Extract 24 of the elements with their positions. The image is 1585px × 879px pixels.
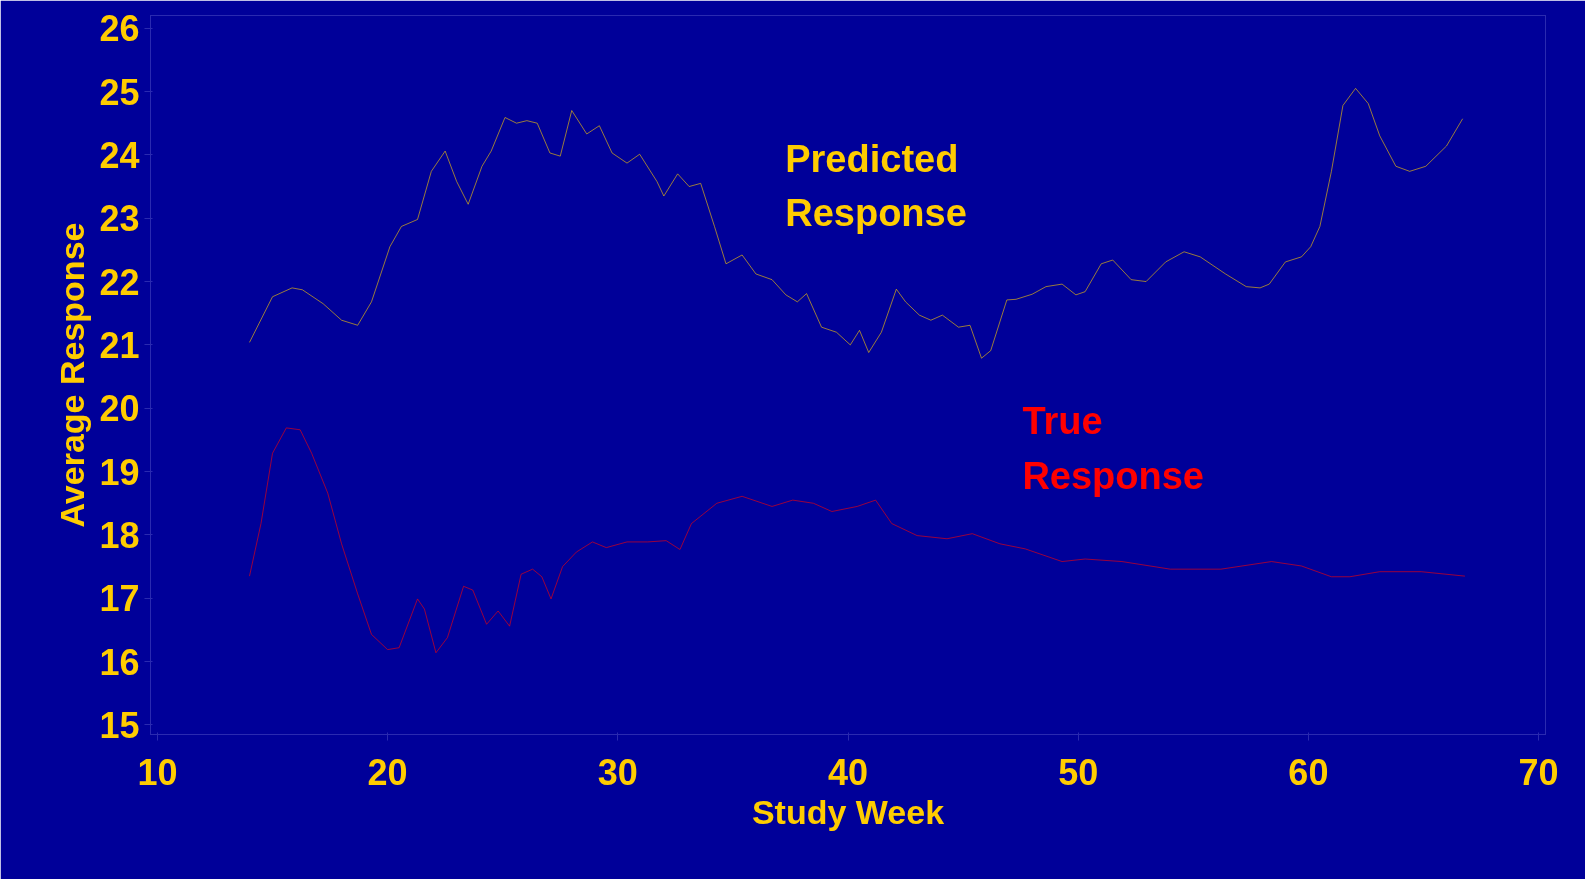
y-tick-label: 21 (99, 324, 140, 366)
series-label: Predicted Response (785, 137, 967, 235)
y-tick-label: 16 (99, 641, 140, 683)
y-axis-title: Average Response (53, 222, 92, 528)
series-label: True Response (1022, 400, 1204, 497)
y-tick-label: 17 (99, 578, 140, 620)
line-series (249, 88, 1463, 359)
y-tick-label: 22 (99, 261, 140, 303)
y-tick-label: 24 (99, 134, 140, 176)
y-tick-label: 25 (99, 71, 140, 113)
x-axis-title: Study Week (751, 792, 945, 831)
x-tick-label: 40 (827, 751, 869, 793)
y-tick-label: 18 (99, 514, 140, 556)
x-tick-label: 60 (1288, 751, 1329, 793)
x-tick-label: 30 (597, 751, 638, 793)
y-tick-label: 15 (99, 705, 140, 746)
x-tick-label: 70 (1518, 751, 1559, 793)
y-tick-label: 23 (99, 198, 140, 240)
y-tick-label: 20 (99, 388, 140, 430)
y-tick-label: 26 (99, 8, 140, 50)
x-tick-label: 10 (137, 751, 178, 793)
x-tick-label: 50 (1058, 751, 1099, 793)
y-tick-label: 19 (99, 451, 140, 493)
x-tick-label: 20 (367, 751, 408, 793)
